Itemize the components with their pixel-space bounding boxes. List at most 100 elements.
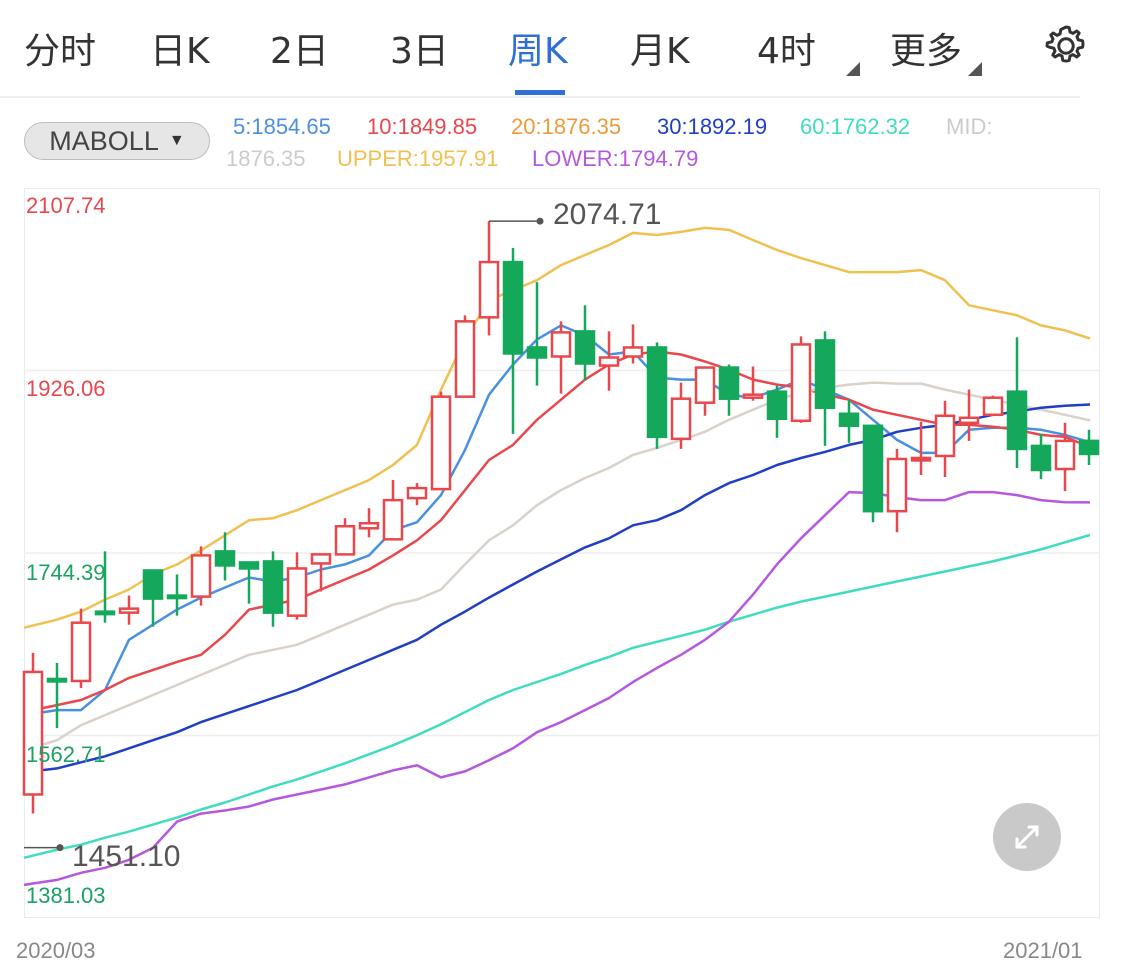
candle-body <box>934 414 956 458</box>
candle-body <box>526 346 548 359</box>
candle-up <box>334 518 356 556</box>
legend-mid-label: MID: <box>946 114 993 139</box>
candle-up <box>550 321 572 394</box>
candle-down <box>502 248 524 434</box>
candle-up <box>670 382 692 449</box>
expand-arrows-icon <box>1015 825 1039 849</box>
candle-body <box>190 554 212 598</box>
line-series-60 <box>23 533 1091 860</box>
candle-down <box>814 331 836 446</box>
candle-body <box>334 525 356 556</box>
candle-up <box>454 315 476 398</box>
candle-body <box>622 346 644 358</box>
candle-body <box>1078 439 1100 456</box>
dropdown-corner-icon <box>968 62 982 76</box>
candle-body <box>46 677 68 683</box>
candle-body <box>862 424 884 513</box>
tab-3day[interactable]: 3日 <box>390 31 449 72</box>
candle-up <box>958 389 980 441</box>
candle-up <box>310 553 332 592</box>
candle-up <box>286 552 308 620</box>
caret-down-icon: ▼ <box>168 132 185 149</box>
candle-body <box>958 416 980 425</box>
legend-ma10: 10:1849.85 <box>367 114 478 139</box>
line-series-upper <box>23 226 1091 629</box>
low-price-marker: 1451.10 <box>72 840 181 873</box>
x-start-label: 2020/03 <box>16 938 96 963</box>
candle-body <box>286 567 308 617</box>
candle-up <box>406 483 428 506</box>
candle-down <box>1078 429 1100 465</box>
candle-body <box>766 390 788 421</box>
candle-body <box>838 412 860 428</box>
candle-down <box>94 551 116 623</box>
candle-body <box>790 343 812 423</box>
legend-ma30: 30:1892.19 <box>657 114 768 139</box>
tab-2day[interactable]: 2日 <box>270 31 329 72</box>
candle-body <box>430 395 452 491</box>
candle-up <box>742 366 764 401</box>
indicator-select[interactable]: MABOLL ▼ <box>24 122 210 160</box>
candle-up <box>118 595 140 625</box>
candle-down <box>166 574 188 616</box>
tab-fenshi[interactable]: 分时 <box>24 31 97 72</box>
candle-down <box>262 551 284 627</box>
candle-body <box>382 498 404 541</box>
candle-down <box>214 532 236 581</box>
candle-body <box>406 486 428 500</box>
candle-body <box>22 670 44 796</box>
y-tick-label: 1926.06 <box>26 376 106 401</box>
tab-daily-k[interactable]: 日K <box>150 31 210 72</box>
tab-more[interactable]: 更多 <box>890 31 963 72</box>
candle-body <box>166 594 188 600</box>
candle-up <box>910 421 932 476</box>
candle-down <box>766 385 788 438</box>
candle-down <box>646 342 668 449</box>
candle-body <box>310 553 332 565</box>
tab-weekly-k[interactable]: 周K <box>508 31 568 72</box>
candle-up <box>382 480 404 541</box>
candle-down <box>526 282 548 386</box>
candle-down <box>46 662 68 729</box>
candle-up <box>430 391 452 491</box>
candle-body <box>694 366 716 404</box>
candle-body <box>358 522 380 530</box>
candle-body <box>118 607 140 614</box>
candle-up <box>622 324 644 364</box>
candle-up <box>886 448 908 533</box>
y-tick-label: 1744.39 <box>26 560 106 585</box>
line-series-30 <box>23 403 1091 774</box>
candle-body <box>454 320 476 398</box>
candle-up <box>694 366 716 416</box>
line-series-lower <box>23 490 1091 887</box>
gear-icon[interactable] <box>1042 22 1090 70</box>
expand-button[interactable] <box>993 803 1061 871</box>
candle-body <box>1054 439 1076 471</box>
active-tab-indicator <box>515 90 565 95</box>
tab-4hour[interactable]: 4时 <box>757 31 816 72</box>
candle-body <box>94 610 116 616</box>
dropdown-corner-icon <box>846 62 860 76</box>
legend-upper: UPPER:1957.91 <box>337 146 499 171</box>
y-tick-label: 1381.03 <box>26 883 106 908</box>
low-marker-dot <box>56 844 64 852</box>
legend-ma20: 20:1876.35 <box>511 114 622 139</box>
candle-body <box>910 456 932 462</box>
candle-body <box>1030 444 1052 472</box>
candle-body <box>1006 390 1028 451</box>
candle-body <box>214 550 236 567</box>
legend-lower: LOWER:1794.79 <box>532 146 699 171</box>
candle-body <box>982 396 1004 417</box>
candle-up <box>598 331 620 391</box>
candle-body <box>886 457 908 513</box>
candle-up <box>982 395 1004 417</box>
candle-down <box>238 561 260 604</box>
y-tick-label: 1562.71 <box>26 742 106 767</box>
high-marker-dot <box>536 217 544 225</box>
candle-body <box>142 569 164 600</box>
tab-monthly-k[interactable]: 月K <box>630 31 690 72</box>
candle-body <box>574 330 596 365</box>
legend-ma60: 60:1762.32 <box>800 114 911 139</box>
candle-up <box>190 546 212 606</box>
